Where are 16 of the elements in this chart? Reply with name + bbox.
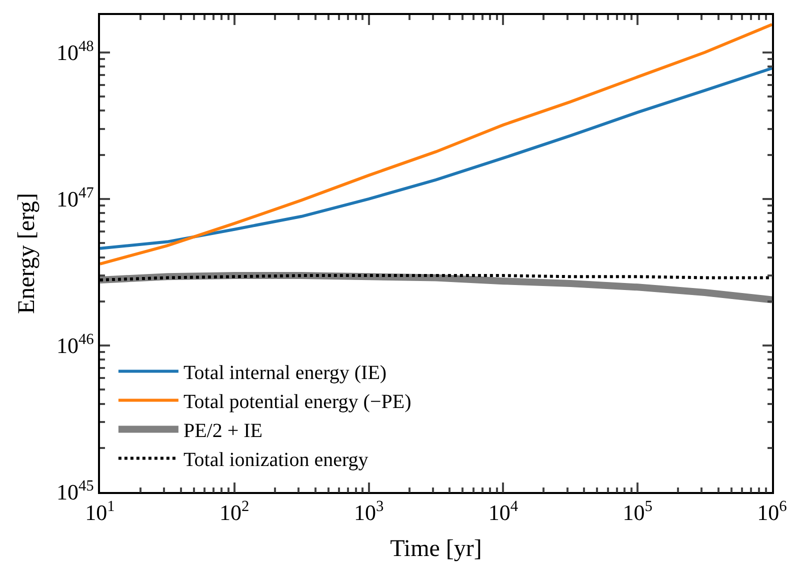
y-axis-title: Energy [erg] bbox=[14, 192, 40, 314]
legend-label: Total internal energy (IE) bbox=[183, 362, 387, 384]
x-tick-label: 10$^{4}$ bbox=[488, 498, 518, 526]
x-tick-label: 10$^{6}$ bbox=[757, 498, 788, 526]
line-series bbox=[100, 23, 772, 266]
x-tick-label: 10$^{2}$ bbox=[220, 498, 250, 526]
y-tick-label: 10$^{47}$ bbox=[56, 184, 94, 212]
y-tick-label: 10$^{48}$ bbox=[56, 38, 94, 66]
x-tick-label: 10$^{3}$ bbox=[354, 498, 384, 526]
x-axis-title: Time [yr] bbox=[390, 536, 482, 562]
x-tick-label: 10$^{5}$ bbox=[622, 498, 653, 526]
legend-label: Total ionization energy bbox=[183, 448, 368, 471]
y-tick-label: 10$^{46}$ bbox=[56, 330, 94, 358]
legend-label: PE/2 + IE bbox=[183, 420, 263, 442]
line-series bbox=[100, 66, 772, 250]
legend-label: Total potential energy (−PE) bbox=[183, 390, 412, 413]
